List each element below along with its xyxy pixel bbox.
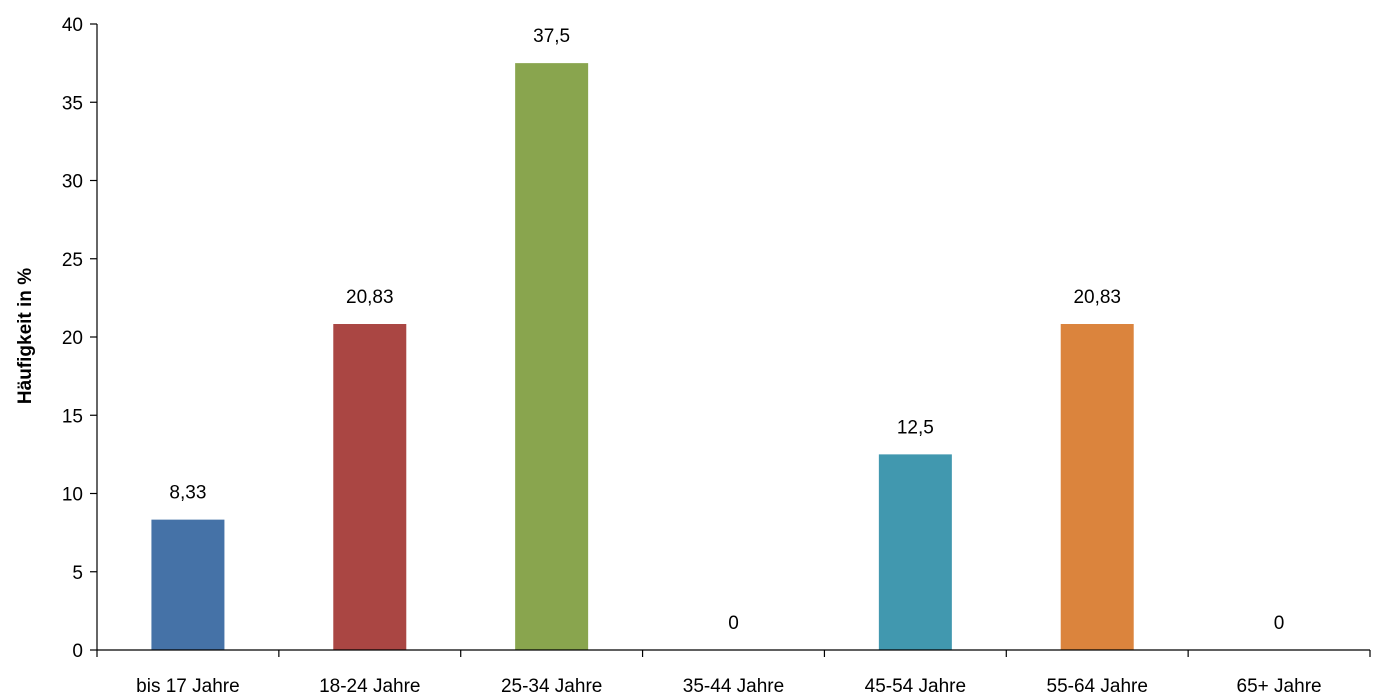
bar — [878, 454, 952, 650]
bar-value-label: 20,83 — [346, 287, 394, 308]
y-axis-title: Häufigkeit in % — [15, 268, 36, 404]
bar-value-label: 37,5 — [533, 26, 570, 47]
y-tick-label: 25 — [62, 250, 83, 271]
y-tick-label: 30 — [62, 172, 83, 193]
bars-layer — [151, 63, 1134, 650]
bar-value-label: 20,83 — [1073, 287, 1121, 308]
y-axis-title-group: Häufigkeit in % — [15, 268, 36, 404]
x-category-label: 55-64 Jahre — [1047, 676, 1148, 695]
bar-value-label: 0 — [1274, 613, 1285, 634]
x-category-label: 25-34 Jahre — [501, 676, 602, 695]
y-tick-label: 10 — [62, 485, 83, 506]
bar — [151, 519, 225, 650]
y-tick-label: 35 — [62, 93, 83, 114]
x-category-label: 35-44 Jahre — [683, 676, 784, 695]
x-category-label: bis 17 Jahre — [136, 676, 240, 695]
bar-value-label: 12,5 — [897, 417, 934, 438]
y-tick-label: 0 — [72, 641, 83, 662]
x-axis: bis 17 Jahre 18-24 Jahre 25-34 Jahre 35-44 … — [96, 649, 1371, 695]
y-tick-label: 5 — [72, 563, 83, 584]
y-axis: 0 5 10 15 20 25 30 35 40 — [62, 15, 98, 662]
x-category-label: 18-24 Jahre — [319, 676, 420, 695]
bar — [333, 324, 407, 650]
y-tick-label: 15 — [62, 406, 83, 427]
y-tick-label: 20 — [62, 328, 83, 349]
data-labels-layer: 8,33 20,83 37,5 0 12,5 20,83 0 — [169, 26, 1284, 634]
bar — [1060, 324, 1134, 650]
bar-value-label: 8,33 — [169, 483, 206, 504]
x-category-label: 65+ Jahre — [1237, 676, 1322, 695]
y-tick-label: 40 — [62, 15, 83, 36]
bar-value-label: 0 — [728, 613, 739, 634]
bar — [515, 63, 589, 650]
x-category-label: 45-54 Jahre — [865, 676, 966, 695]
